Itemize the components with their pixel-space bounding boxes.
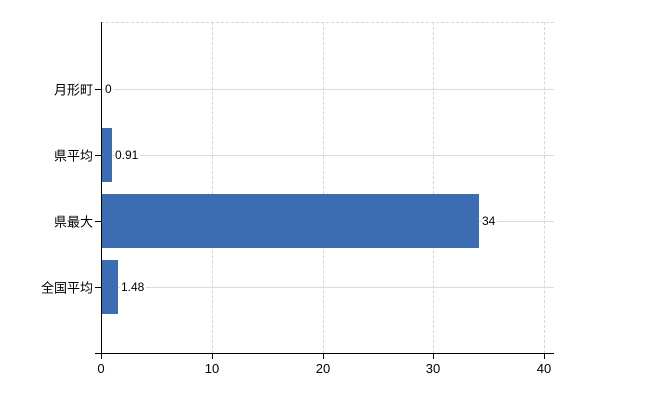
value-label: 1.48	[120, 280, 147, 294]
bar-県平均	[102, 128, 112, 182]
x-tick-mark	[433, 354, 434, 359]
category-label-全国平均: 全国平均	[40, 280, 93, 296]
row-gridline	[102, 155, 554, 156]
x-tick-label: 30	[425, 361, 441, 376]
value-label: 0	[104, 82, 114, 96]
bar-県最大	[102, 194, 479, 248]
x-gridline	[433, 22, 434, 353]
row-gridline	[102, 89, 554, 90]
row-gridline	[102, 287, 554, 288]
x-tick-mark	[544, 354, 545, 359]
category-label-月形町: 月形町	[53, 82, 93, 98]
bar-全国平均	[102, 260, 118, 314]
value-label: 34	[481, 214, 498, 228]
category-label-県最大: 県最大	[53, 214, 93, 230]
plot-top-border	[101, 22, 554, 23]
x-tick-label: 0	[97, 361, 105, 376]
category-label-県平均: 県平均	[53, 148, 93, 164]
y-tick-mark	[95, 89, 101, 90]
x-tick-mark	[101, 354, 102, 359]
x-tick-label: 10	[204, 361, 220, 376]
y-tick-mark	[95, 221, 101, 222]
x-tick-mark	[323, 354, 324, 359]
value-label: 0.91	[114, 148, 141, 162]
x-tick-label: 20	[315, 361, 331, 376]
y-tick-mark	[95, 155, 101, 156]
y-axis-line	[101, 22, 102, 353]
x-gridline	[544, 22, 545, 353]
x-gridline	[323, 22, 324, 353]
x-axis-line	[95, 353, 554, 354]
x-tick-label: 40	[536, 361, 552, 376]
x-tick-mark	[212, 354, 213, 359]
y-tick-mark	[95, 287, 101, 288]
x-gridline	[212, 22, 213, 353]
